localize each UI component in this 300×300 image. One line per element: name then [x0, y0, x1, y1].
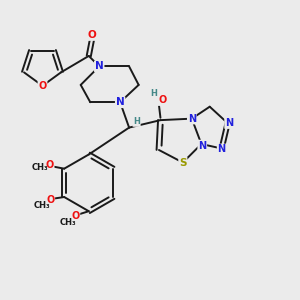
Text: N: N [225, 118, 233, 128]
Text: N: N [198, 140, 206, 151]
Text: CH₃: CH₃ [34, 202, 50, 211]
Text: O: O [46, 160, 54, 170]
Text: H: H [150, 89, 157, 98]
Text: O: O [71, 211, 80, 221]
Text: O: O [158, 95, 166, 105]
Text: O: O [88, 30, 97, 40]
Text: CH₃: CH₃ [60, 218, 76, 227]
Text: N: N [188, 114, 196, 124]
Text: S: S [179, 158, 187, 167]
Text: N: N [218, 144, 226, 154]
Text: H: H [133, 117, 140, 126]
Text: CH₃: CH₃ [32, 163, 49, 172]
Text: N: N [116, 97, 124, 107]
Text: O: O [38, 81, 46, 91]
Text: O: O [46, 195, 54, 205]
Text: N: N [95, 61, 103, 71]
